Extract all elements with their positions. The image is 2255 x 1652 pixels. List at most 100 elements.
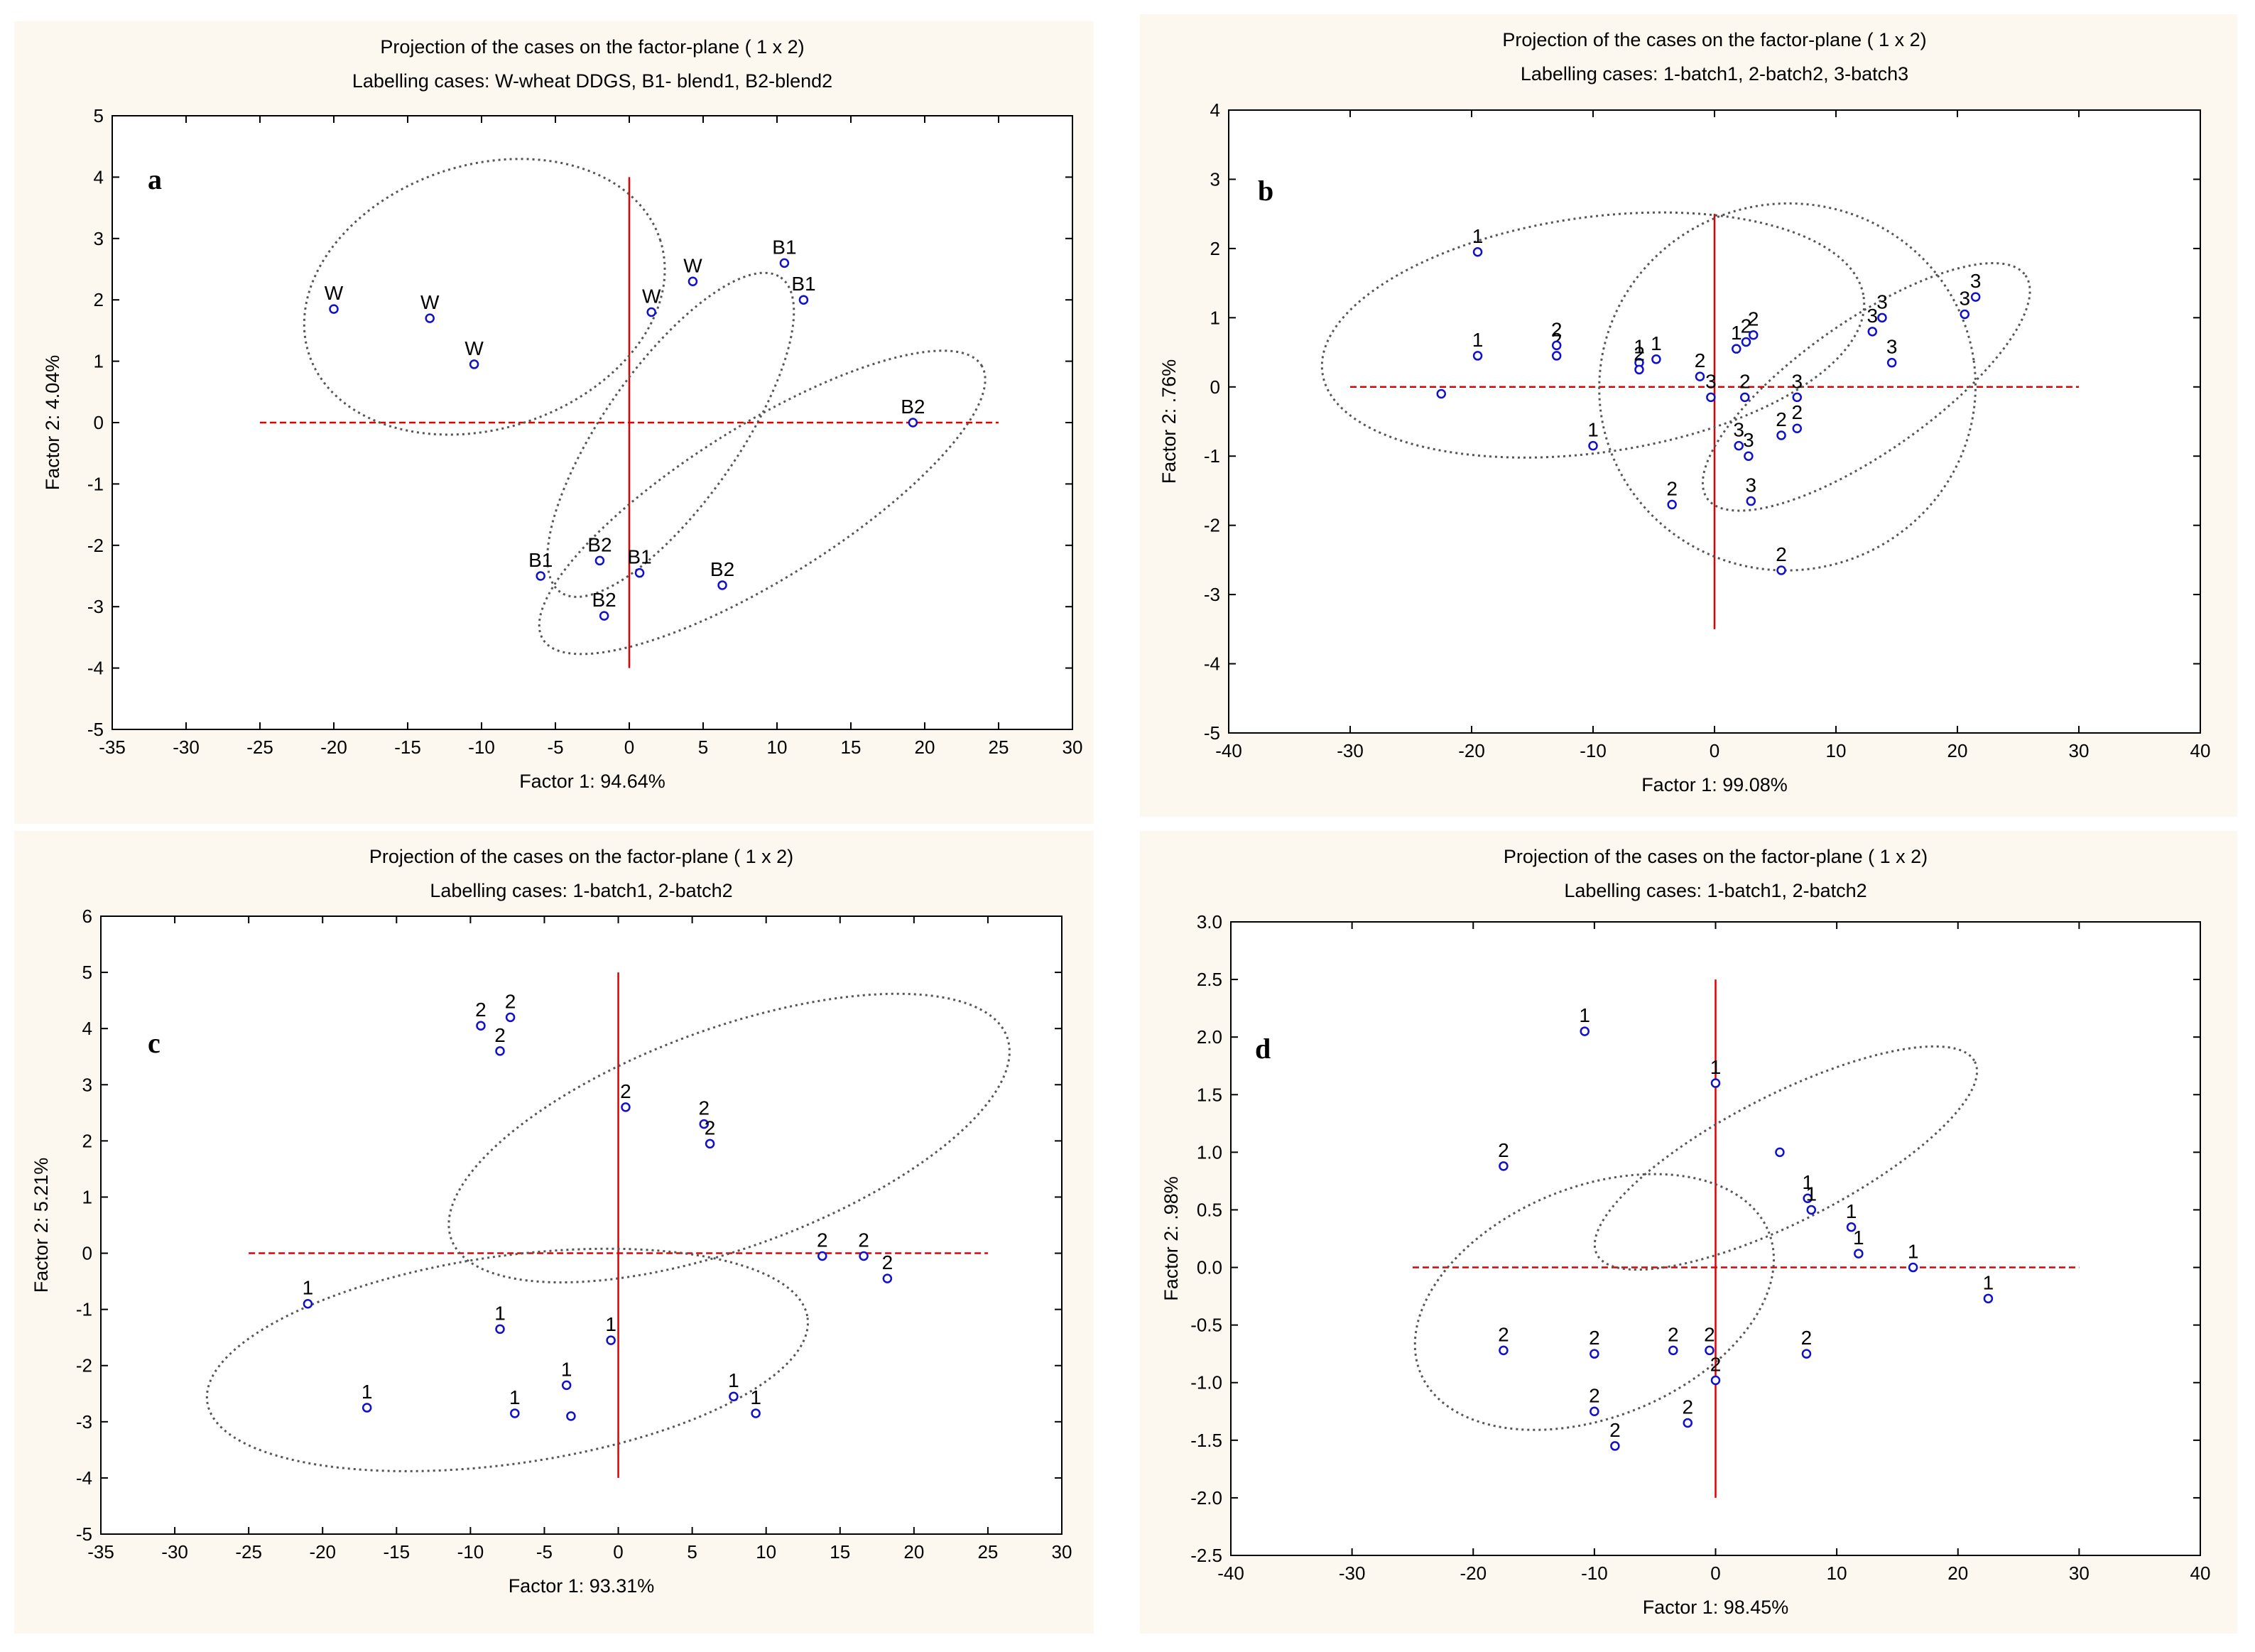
point-label: 2 [1498,1139,1509,1161]
y-tick-label: -1 [87,473,104,494]
y-tick-label: -3 [87,596,104,617]
data-point [908,418,918,428]
point-label: 2 [1739,370,1751,392]
point-label: 1 [494,1302,506,1324]
y-tick-label: 2 [1210,238,1220,259]
x-tick-label: -40 [1217,1563,1244,1584]
data-point [688,276,698,287]
y-tick-label: -5 [1204,722,1220,744]
y-tick-label: 2.0 [1197,1026,1222,1048]
data-point [1580,1026,1590,1036]
point-label: 3 [1705,370,1717,392]
point-label: B2 [587,533,612,555]
data-point [882,1273,893,1283]
x-tick-label: -10 [457,1541,484,1563]
y-tick-label: 6 [82,906,92,927]
panel-c: Projection of the cases on the factor-pl… [14,831,1094,1634]
data-point [717,580,727,590]
point-label: 2 [1609,1419,1621,1441]
point-label: 2 [1695,349,1706,371]
chart-b: Projection of the cases on the factor-pl… [1140,14,2237,817]
chart-subtitle: Labelling cases: 1-batch1, 2-batch2, 3-b… [1521,63,1908,85]
data-point [606,1335,616,1345]
y-tick-label: 3.0 [1197,911,1222,933]
y-tick-label: -4 [1204,653,1220,675]
data-point [621,1102,631,1112]
point-label: 1 [1710,1056,1722,1078]
data-point [1695,371,1705,381]
x-tick-label: 40 [2190,740,2211,761]
point-label: 1 [1806,1183,1817,1205]
data-point [362,1403,372,1413]
data-point [599,611,609,621]
data-point [1846,1222,1857,1232]
data-point [1775,1147,1785,1158]
point-label: 2 [698,1097,710,1119]
data-point [817,1251,827,1261]
data-point [1748,330,1759,340]
x-tick-label: -5 [547,737,563,758]
data-point [1877,313,1887,323]
y-tick-label: -2.0 [1190,1487,1222,1509]
panel-b: Projection of the cases on the factor-pl… [1140,14,2237,817]
point-label: 2 [1776,543,1787,565]
x-tick-label: 40 [2190,1563,2211,1584]
data-point [1590,1406,1599,1417]
point-label: 2 [1666,477,1678,499]
point-label: 1 [1802,1171,1813,1193]
point-label: 2 [475,999,487,1021]
data-point [1472,351,1483,361]
x-axis-label: Factor 1: 93.31% [509,1575,655,1597]
data-point [1970,292,1981,302]
data-point [561,1380,572,1391]
data-point [1610,1441,1620,1451]
data-point [566,1411,576,1421]
data-point [1436,388,1446,399]
x-tick-label: 0 [624,737,634,758]
x-tick-label: 0 [1710,1563,1720,1584]
point-label: 1 [1587,419,1599,441]
data-point [476,1021,486,1031]
x-tick-label: 20 [915,737,935,758]
data-point [1651,354,1661,364]
point-label: W [683,254,702,276]
chart-subtitle: Labelling cases: 1-batch1, 2-batch2 [1564,880,1867,901]
chart-subtitle: Labelling cases: 1-batch1, 2-batch2 [430,880,732,901]
y-tick-label: 3 [82,1074,92,1095]
data-point [1806,1205,1817,1215]
confidence-ellipse [546,271,795,598]
point-label: W [325,282,344,304]
point-label: 1 [1651,332,1662,354]
data-point [1741,337,1751,347]
data-point [1960,309,1970,320]
data-point [634,567,645,578]
plot-area [100,915,1063,1535]
x-tick-label: -30 [173,737,200,758]
point-label: 2 [705,1116,716,1139]
data-point [1801,1349,1812,1359]
confidence-ellipse [538,349,987,656]
point-label: B2 [710,558,734,580]
x-axis-label: Factor 1: 99.08% [1641,774,1788,795]
point-label: 3 [1733,419,1744,441]
x-tick-label: -40 [1215,740,1242,761]
y-tick-label: 1.5 [1197,1084,1222,1105]
point-label: 2 [1801,1327,1813,1349]
x-tick-label: -35 [99,737,126,758]
panel-letter: a [148,163,162,195]
data-point [1710,1375,1721,1386]
data-point [495,1046,505,1056]
x-tick-label: -20 [1458,740,1485,761]
point-label: 1 [1579,1004,1590,1026]
y-tick-label: 0.5 [1197,1199,1222,1220]
data-point [510,1408,520,1418]
x-tick-label: 30 [1063,737,1083,758]
point-label: 2 [1710,1353,1722,1375]
panel-letter: d [1255,1033,1271,1065]
point-label: 2 [1776,408,1787,430]
point-label: 2 [882,1251,893,1273]
data-point [329,304,339,314]
data-point [1776,565,1786,575]
data-point [1983,1293,1994,1304]
data-point [859,1251,869,1261]
